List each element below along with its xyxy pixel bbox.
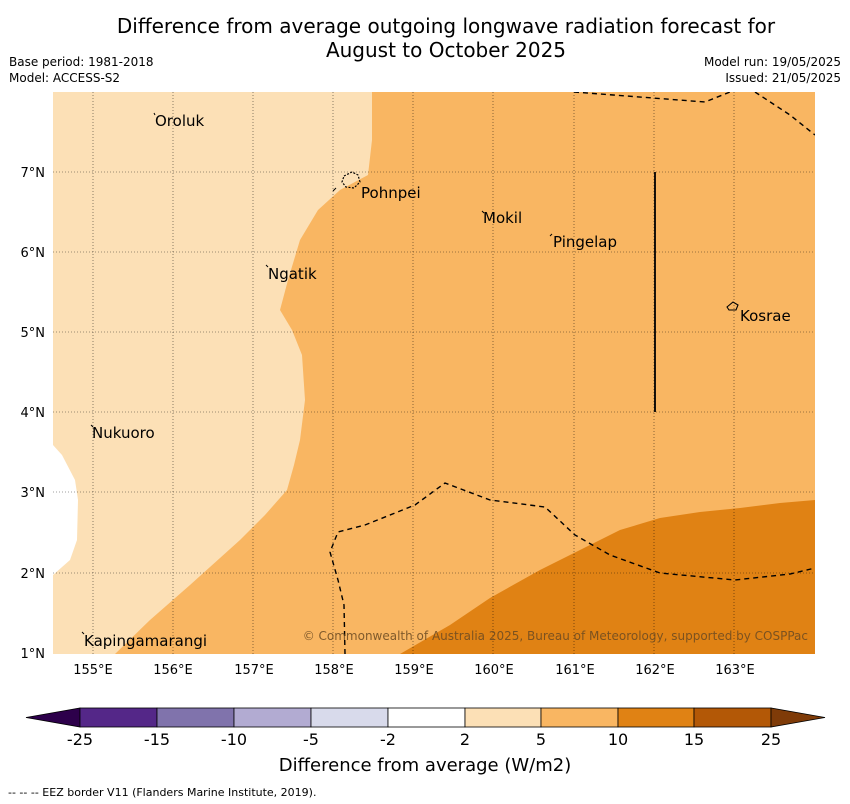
- map-fill: [53, 92, 815, 654]
- graticule: [53, 92, 815, 654]
- cb-tick-6: 5: [536, 730, 546, 749]
- colorbar-seg-5: [387, 707, 466, 728]
- copyright-notice: © Commonwealth of Australia 2025, Bureau…: [303, 629, 808, 643]
- colorbar-seg-7: [540, 707, 619, 728]
- white-zone: [53, 445, 78, 575]
- cb-tick-8: 15: [684, 730, 704, 749]
- colorbar-seg-4: [310, 707, 389, 728]
- cb-tick-9: 25: [761, 730, 781, 749]
- lon-label-158: 158°E: [314, 663, 354, 678]
- place-kosrae: Kosrae: [740, 307, 791, 325]
- zone-2-5: [53, 92, 372, 654]
- colorbar-title: Difference from average (W/m2): [278, 755, 572, 776]
- lat-label-3: 3°N: [21, 486, 46, 501]
- place-pohnpei: Pohnpei: [361, 184, 421, 202]
- title-line-2: August to October 2025: [325, 38, 567, 62]
- kosrae-island: [726, 301, 739, 311]
- cb-tick-7: 10: [608, 730, 628, 749]
- lon-label-159: 159°E: [394, 663, 434, 678]
- eez-footnote: -- -- -- EEZ border V11 (Flanders Marine…: [8, 786, 317, 799]
- title-line-1: Difference from average outgoing longwav…: [116, 14, 776, 38]
- lon-label-162: 162°E: [635, 663, 675, 678]
- base-period: Base period: 1981-2018: [9, 55, 154, 69]
- lat-label-1: 1°N: [21, 647, 46, 662]
- model-name: Model: ACCESS-S2: [9, 71, 121, 85]
- colorbar-arrow-low: [25, 707, 81, 728]
- colorbar-seg-3: [233, 707, 312, 728]
- zone-10-15: [400, 500, 815, 654]
- model-run: Model run: 19/05/2025: [703, 55, 841, 69]
- map-title: Difference from average outgoing longwav…: [40, 14, 850, 62]
- cb-tick-5: 2: [460, 730, 470, 749]
- cb-tick-4: -2: [380, 730, 396, 749]
- place-nukuoro: Nukuoro: [92, 424, 155, 442]
- colorbar-seg-8: [617, 707, 695, 728]
- cb-tick-1: -15: [144, 730, 170, 749]
- issued-date: Issued: 21/05/2025: [725, 71, 841, 85]
- colorbar-seg-6: [464, 707, 542, 728]
- lat-label-6: 6°N: [21, 246, 46, 261]
- lon-label-157: 157°E: [234, 663, 274, 678]
- lat-label-7: 7°N: [21, 166, 46, 181]
- lat-label-4: 4°N: [21, 406, 46, 421]
- meta-left: Base period: 1981-2018 Model: ACCESS-S2: [9, 54, 154, 86]
- cb-tick-3: -5: [303, 730, 319, 749]
- lon-label-161: 161°E: [555, 663, 595, 678]
- eez-border: [329, 92, 815, 654]
- place-mokil: Mokil: [483, 209, 522, 227]
- lon-label-155: 155°E: [73, 663, 113, 678]
- lat-label-5: 5°N: [21, 326, 46, 341]
- lon-label-163: 163°E: [715, 663, 755, 678]
- colorbar-seg-2: [156, 707, 235, 728]
- cb-tick-2: -10: [221, 730, 247, 749]
- meta-right: Model run: 19/05/2025 Issued: 21/05/2025: [704, 54, 841, 86]
- lon-label-156: 156°E: [153, 663, 193, 678]
- place-pingelap: Pingelap: [553, 233, 617, 251]
- colorbar-seg-1: [79, 707, 158, 728]
- colorbar: [25, 707, 826, 728]
- cb-tick-0: -25: [67, 730, 93, 749]
- place-oroluk: Oroluk: [155, 112, 204, 130]
- colorbar-seg-9: [693, 707, 772, 728]
- place-kapingamarangi: Kapingamarangi: [84, 632, 207, 650]
- place-ngatik: Ngatik: [268, 265, 317, 283]
- colorbar-arrow-high: [770, 707, 826, 728]
- lon-label-160: 160°E: [474, 663, 514, 678]
- lat-label-2: 2°N: [21, 567, 46, 582]
